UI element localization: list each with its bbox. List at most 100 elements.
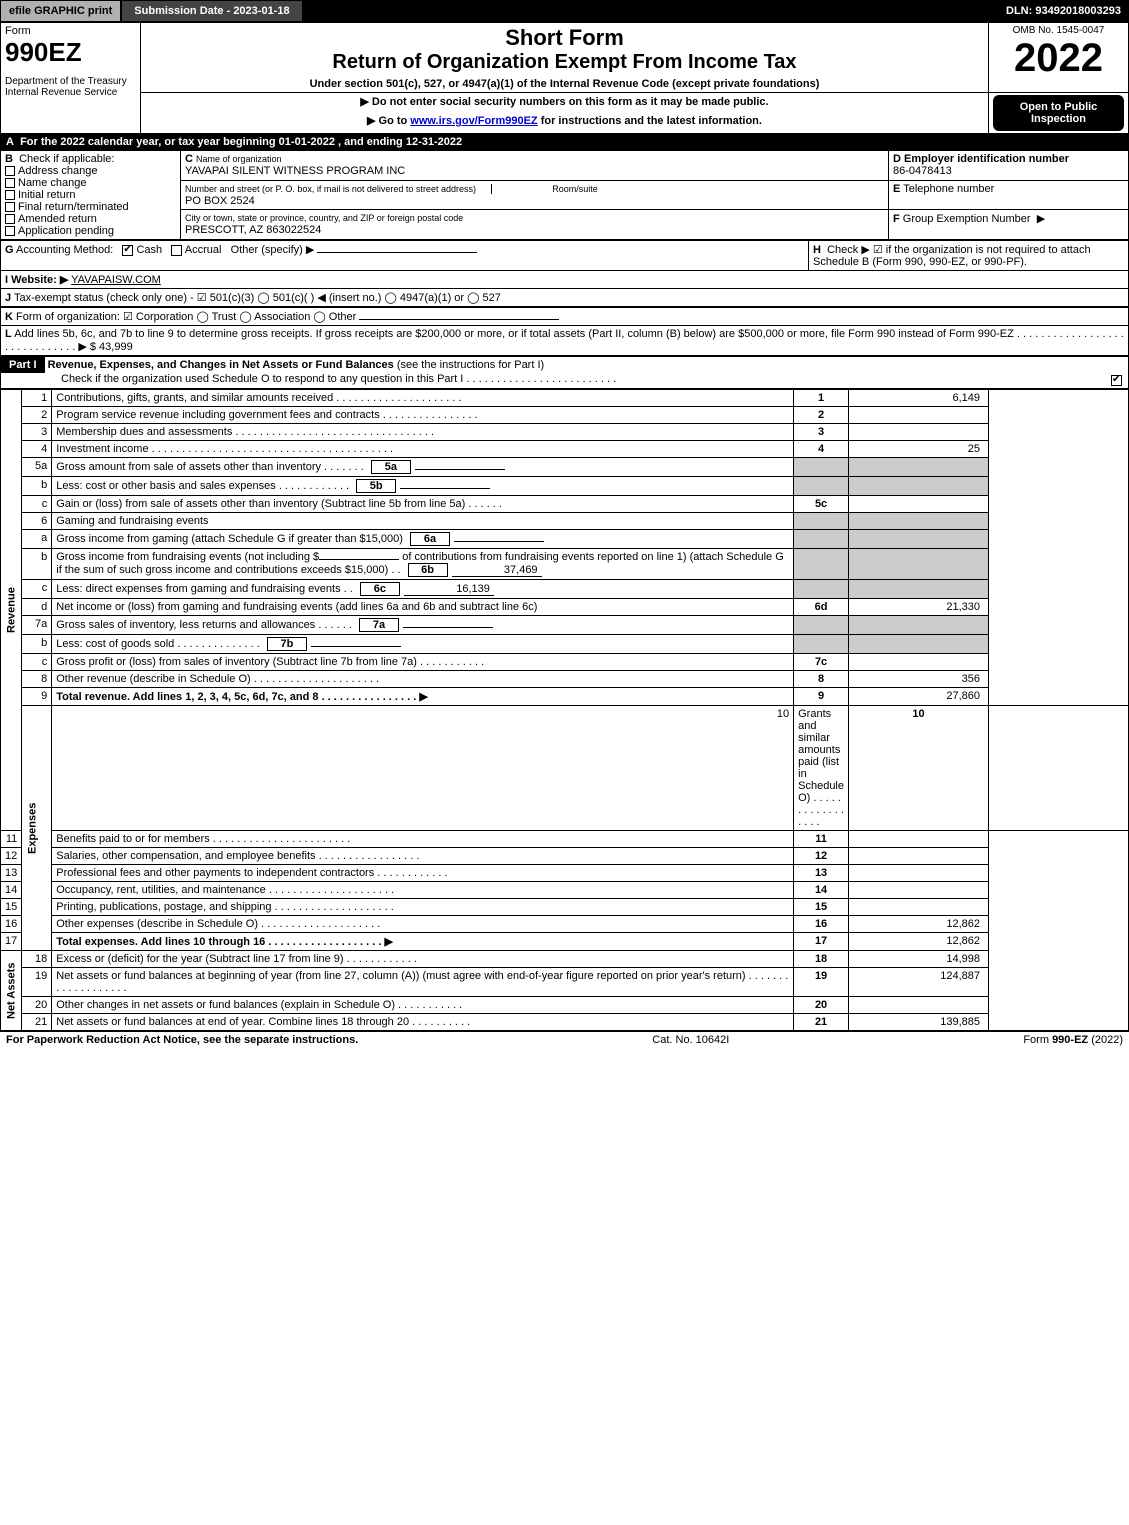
omb-number: OMB No. 1545-0047 [993, 25, 1124, 36]
section-a-tax-year: A For the 2022 calendar year, or tax yea… [0, 134, 1129, 150]
line-16-value: 12,862 [849, 916, 989, 933]
line-7a-text: Gross sales of inventory, less returns a… [52, 616, 794, 635]
line-9-value: 27,860 [849, 688, 989, 706]
line-8-value: 356 [849, 671, 989, 688]
section-revenue: Revenue [1, 390, 22, 831]
line-5a-text: Gross amount from sale of assets other t… [52, 458, 794, 477]
line-14-text: Occupancy, rent, utilities, and maintena… [52, 882, 794, 899]
line-20-text: Other changes in net assets or fund bala… [52, 997, 794, 1014]
line-7c-text: Gross profit or (loss) from sales of inv… [52, 654, 794, 671]
checkbox-schedule-o[interactable] [1111, 375, 1122, 386]
subtitle-1: Under section 501(c), 527, or 4947(a)(1)… [145, 78, 984, 90]
form-header: Form 990EZ Department of the Treasury In… [0, 22, 1129, 134]
part-i-header: Part I Revenue, Expenses, and Changes in… [0, 356, 1129, 389]
g-label: Accounting Method: [16, 244, 113, 256]
line-5c-value [849, 496, 989, 513]
line-6d-text: Net income or (loss) from gaming and fun… [52, 599, 794, 616]
line-13-value [849, 865, 989, 882]
line-11-text: Benefits paid to or for members . . . . … [52, 831, 794, 848]
b-label: Check if applicable: [19, 153, 114, 165]
line-4-value: 25 [849, 441, 989, 458]
title-short-form: Short Form [145, 25, 984, 51]
checkbox-amended-return[interactable] [5, 214, 15, 224]
kl-block: K Form of organization: ☑ Corporation ◯ … [0, 307, 1129, 356]
dln: DLN: 93492018003293 [998, 0, 1129, 22]
checkbox-name-change[interactable] [5, 178, 15, 188]
dept-treasury: Department of the Treasury Internal Reve… [5, 76, 136, 98]
line-10-text: Grants and similar amounts paid (list in… [794, 706, 849, 831]
line-7b-text: Less: cost of goods sold . . . . . . . .… [52, 635, 794, 654]
submission-date: Submission Date - 2023-01-18 [121, 0, 302, 22]
checkbox-cash[interactable] [122, 245, 133, 256]
c-name-label: Name of organization [196, 154, 282, 164]
line-13-text: Professional fees and other payments to … [52, 865, 794, 882]
ein: 86-0478413 [893, 165, 952, 177]
line-17-text: Total expenses. Add lines 10 through 16 … [52, 933, 794, 951]
line-21-text: Net assets or fund balances at end of ye… [52, 1014, 794, 1031]
efile-print-button[interactable]: efile GRAPHIC print [0, 0, 121, 22]
line-6c-text: Less: direct expenses from gaming and fu… [52, 580, 794, 599]
footer-cat-no: Cat. No. 10642I [652, 1034, 729, 1046]
h-text: Check ▶ ☑ if the organization is not req… [813, 244, 1091, 268]
line-15-value [849, 899, 989, 916]
line-12-text: Salaries, other compensation, and employ… [52, 848, 794, 865]
j-tax-exempt: J Tax-exempt status (check only one) - ☑… [1, 289, 1129, 307]
line-3-value [849, 424, 989, 441]
line-18-text: Excess or (deficit) for the year (Subtra… [52, 951, 794, 968]
line-2-value [849, 407, 989, 424]
line-21-value: 139,885 [849, 1014, 989, 1031]
line-8-text: Other revenue (describe in Schedule O) .… [52, 671, 794, 688]
line-15-text: Printing, publications, postage, and shi… [52, 899, 794, 916]
tax-year: 2022 [993, 36, 1124, 81]
room-label: Room/suite [491, 184, 598, 194]
street-label: Number and street (or P. O. box, if mail… [185, 184, 476, 194]
line-6c-subvalue: 16,139 [404, 583, 494, 596]
footer: For Paperwork Reduction Act Notice, see … [0, 1031, 1129, 1048]
city-label: City or town, state or province, country… [185, 213, 463, 223]
form-label: Form [5, 25, 136, 37]
line-2-text: Program service revenue including govern… [52, 407, 794, 424]
part-i-label: Part I [1, 357, 45, 373]
street: PO BOX 2524 [185, 195, 255, 207]
subtitle-ssn-warning: Do not enter social security numbers on … [145, 95, 984, 108]
line-7c-value [849, 654, 989, 671]
l-gross-receipts: L Add lines 5b, 6c, and 7b to line 9 to … [1, 326, 1129, 356]
e-label: Telephone number [903, 183, 994, 195]
line-5c-text: Gain or (loss) from sale of assets other… [52, 496, 794, 513]
lines-table: Revenue 1 Contributions, gifts, grants, … [0, 389, 1129, 1031]
line-6b-text: Gross income from fundraising events (no… [52, 549, 794, 580]
line-10-value [989, 706, 1129, 831]
top-bar: efile GRAPHIC print Submission Date - 20… [0, 0, 1129, 22]
section-expenses: Expenses [22, 706, 52, 951]
line-11-value [849, 831, 989, 848]
line-6d-value: 21,330 [849, 599, 989, 616]
checkbox-initial-return[interactable] [5, 190, 15, 200]
footer-left: For Paperwork Reduction Act Notice, see … [6, 1034, 358, 1046]
line-9-text: Total revenue. Add lines 1, 2, 3, 4, 5c,… [52, 688, 794, 706]
line-6b-subvalue: 37,469 [452, 564, 542, 577]
part-i-inst: (see the instructions for Part I) [397, 359, 544, 371]
ghi-block: G Accounting Method: Cash Accrual Other … [0, 240, 1129, 307]
checkbox-application-pending[interactable] [5, 226, 15, 236]
line-14-value [849, 882, 989, 899]
line-19-value: 124,887 [849, 968, 989, 997]
k-form-of-org: K Form of organization: ☑ Corporation ◯ … [1, 308, 1129, 326]
irs-link[interactable]: www.irs.gov/Form990EZ [410, 115, 537, 127]
line-19-text: Net assets or fund balances at beginning… [52, 968, 794, 997]
city-state-zip: PRESCOTT, AZ 863022524 [185, 224, 321, 236]
line-18-value: 14,998 [849, 951, 989, 968]
checkbox-final-return[interactable] [5, 202, 15, 212]
section-net-assets: Net Assets [1, 951, 22, 1031]
footer-form-ref: Form 990-EZ (2022) [1023, 1034, 1123, 1046]
checkbox-accrual[interactable] [171, 245, 182, 256]
line-5b-text: Less: cost or other basis and sales expe… [52, 477, 794, 496]
f-label: Group Exemption Number [903, 213, 1031, 225]
d-label: Employer identification number [904, 153, 1069, 165]
part-i-title: Revenue, Expenses, and Changes in Net As… [48, 359, 394, 371]
line-17-value: 12,862 [849, 933, 989, 951]
part-i-checkline: Check if the organization used Schedule … [1, 373, 616, 385]
line-6-text: Gaming and fundraising events [52, 513, 794, 530]
i-label: Website: ▶ [11, 274, 68, 286]
checkbox-address-change[interactable] [5, 166, 15, 176]
website[interactable]: YAVAPAISW.COM [71, 274, 161, 286]
